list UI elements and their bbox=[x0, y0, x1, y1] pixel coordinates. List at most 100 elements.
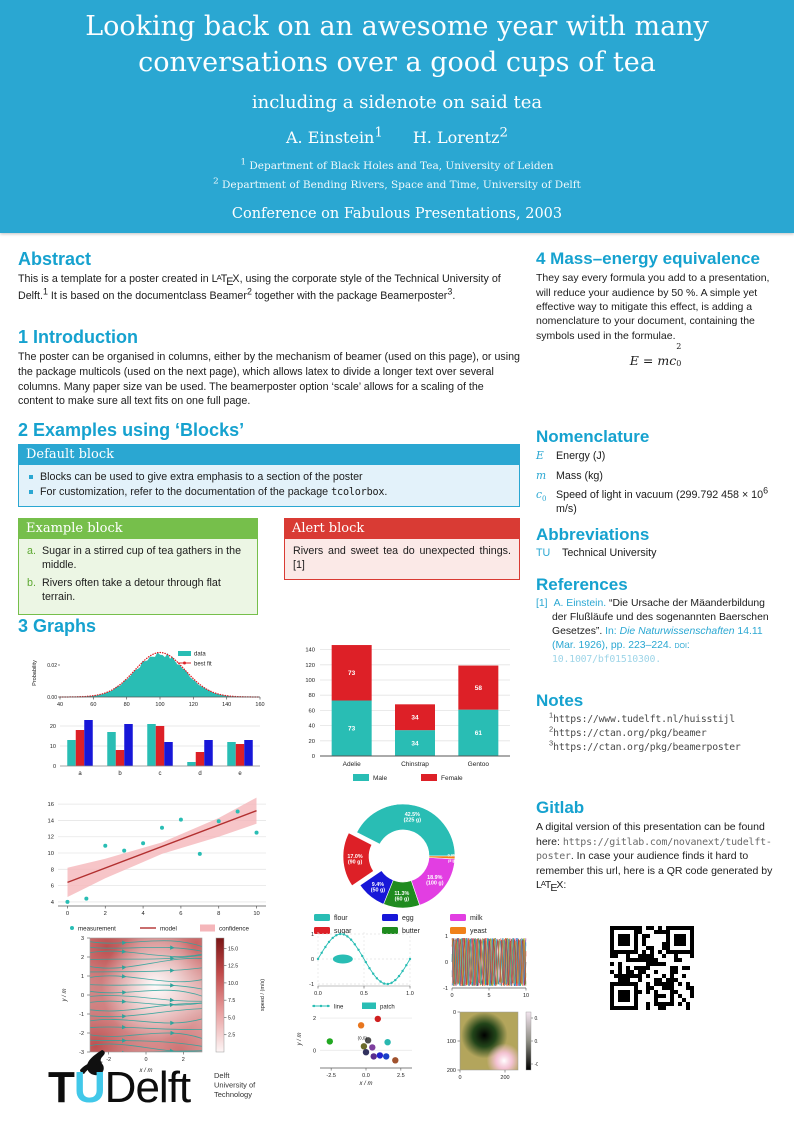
svg-text:(50 g): (50 g) bbox=[371, 888, 386, 894]
footnote-url[interactable]: https://www.tudelft.nl/huisstijl bbox=[553, 714, 735, 726]
footnote-url[interactable]: https://ctan.org/pkg/beamer bbox=[553, 728, 707, 740]
svg-text:0: 0 bbox=[445, 960, 448, 966]
nomenclature-row: m Mass (kg) bbox=[536, 468, 603, 482]
svg-text:58: 58 bbox=[475, 685, 483, 692]
svg-text:60: 60 bbox=[309, 708, 315, 714]
conference-line: Conference on Fabulous Presentations, 20… bbox=[231, 206, 563, 222]
svg-text:Delft: Delft bbox=[214, 1071, 230, 1080]
sine-patch-chart: 0.0 0.5 1.0 1 0 -1 line patch bbox=[309, 932, 414, 1010]
svg-text:5.0: 5.0 bbox=[228, 1015, 235, 1021]
bullet-icon bbox=[29, 475, 33, 480]
svg-text:sugar: sugar bbox=[334, 928, 352, 935]
donut-chart: 42.5%(225 g) 17.0%(90 g) 9.4%(50 g) 11.3%(6… bbox=[314, 803, 487, 935]
link[interactable]: https://gitlab.com/novanext/tudelft-post… bbox=[536, 836, 772, 863]
svg-text:140: 140 bbox=[222, 702, 231, 708]
footnote: 3https://ctan.org/pkg/beamerposter bbox=[549, 738, 741, 753]
section-abbreviations: Abbreviations TU Technical University bbox=[536, 525, 778, 560]
nomenclature-row: E Energy (J) bbox=[536, 449, 606, 463]
svg-text:d: d bbox=[198, 771, 201, 777]
svg-text:speed / (m/s): speed / (m/s) bbox=[260, 979, 266, 1011]
author-affil-mark: 1 bbox=[374, 125, 383, 141]
title-line-1: Looking back on an awesome year with man… bbox=[85, 11, 709, 42]
svg-text:1: 1 bbox=[311, 932, 314, 938]
svg-text:120: 120 bbox=[189, 702, 198, 708]
svg-text:10.0: 10.0 bbox=[228, 981, 238, 987]
svg-text:0.1: 0.1 bbox=[535, 1016, 539, 1022]
svg-text:Female: Female bbox=[441, 775, 463, 782]
author-affil-mark: 2 bbox=[499, 125, 508, 141]
svg-text:0: 0 bbox=[311, 957, 314, 963]
svg-text:12.5: 12.5 bbox=[228, 964, 238, 970]
svg-text:-1: -1 bbox=[79, 1012, 84, 1018]
svg-text:0: 0 bbox=[313, 1048, 316, 1054]
list-item: a. Sugar in a stirred cup of tea gathers… bbox=[27, 545, 242, 572]
footnote-url[interactable]: https://ctan.org/pkg/beamerposter bbox=[553, 741, 741, 753]
svg-text:0: 0 bbox=[450, 993, 453, 999]
svg-text:15.0: 15.0 bbox=[228, 946, 238, 952]
svg-text:60: 60 bbox=[90, 702, 96, 708]
svg-text:73: 73 bbox=[348, 726, 356, 733]
section-notes: Notes 1https://www.tudelft.nl/huisstijl … bbox=[536, 691, 778, 754]
svg-text:34: 34 bbox=[411, 715, 419, 722]
section-heading: Abbreviations bbox=[536, 525, 650, 544]
section-heading: 1 Introduction bbox=[18, 327, 138, 347]
svg-text:0.9%: 0.9% bbox=[448, 853, 457, 857]
section-heading: Abstract bbox=[18, 249, 92, 269]
svg-text:0: 0 bbox=[66, 911, 69, 917]
svg-text:2: 2 bbox=[81, 955, 84, 961]
histogram-best-fit-chart: 0.00 0.02 40 60 80 100 120 140 160 Probability dat… bbox=[32, 651, 265, 708]
svg-text:butter: butter bbox=[402, 928, 421, 935]
svg-text:200: 200 bbox=[500, 1075, 509, 1081]
svg-text:40: 40 bbox=[57, 702, 63, 708]
svg-text:140: 140 bbox=[305, 648, 315, 654]
qr-code bbox=[610, 926, 694, 1010]
svg-text:2.5: 2.5 bbox=[228, 1033, 235, 1039]
svg-text:14: 14 bbox=[48, 818, 55, 824]
nomenclature-row: c0 Speed of light in vacuum (299.792 458… bbox=[536, 485, 769, 516]
svg-text:6: 6 bbox=[179, 911, 182, 917]
author-name: H. Lorentz bbox=[412, 128, 500, 147]
svg-text:200: 200 bbox=[447, 1068, 456, 1074]
svg-text:(0,0): (0,0) bbox=[358, 1036, 368, 1041]
svg-text:1: 1 bbox=[81, 974, 84, 980]
svg-text:2: 2 bbox=[313, 1016, 316, 1022]
svg-text:0.0: 0.0 bbox=[535, 1039, 539, 1045]
poster-title: Looking back on an awesome year with man… bbox=[0, 9, 794, 81]
svg-text:10: 10 bbox=[523, 993, 529, 999]
section-heading: Gitlab bbox=[536, 798, 585, 817]
title-line-2: conversations over a good cups of tea bbox=[138, 47, 656, 78]
svg-text:73: 73 bbox=[348, 670, 356, 677]
svg-text:y / m: y / m bbox=[62, 988, 68, 1002]
link[interactable]: 10.1007/bf01510300. bbox=[552, 654, 661, 666]
svg-text:a: a bbox=[78, 771, 82, 777]
svg-text:5: 5 bbox=[487, 993, 490, 999]
bullet-item: For customization, refer to the document… bbox=[27, 485, 511, 500]
svg-text:y / m: y / m bbox=[297, 1032, 303, 1046]
svg-text:-2: -2 bbox=[106, 1057, 111, 1063]
svg-text:34: 34 bbox=[411, 740, 419, 747]
abbreviation-row: TU Technical University bbox=[536, 547, 657, 560]
svg-text:Gentoo: Gentoo bbox=[468, 761, 490, 768]
affiliation-line: 1 Department of Black Holes and Tea, Uni… bbox=[240, 157, 554, 172]
svg-text:line: line bbox=[334, 1004, 344, 1010]
example-block: Example block a. Sugar in a stirred cup … bbox=[18, 518, 258, 615]
svg-text:x / m: x / m bbox=[139, 1068, 153, 1074]
svg-text:40: 40 bbox=[309, 724, 315, 730]
svg-text:1: 1 bbox=[445, 934, 448, 940]
svg-text:model: model bbox=[160, 925, 177, 932]
svg-text:7.5: 7.5 bbox=[228, 998, 235, 1004]
tudelft-logo: TUDelft Delft University of Technology bbox=[48, 1050, 256, 1108]
section-heading: 2 Examples using ‘Blocks’ bbox=[18, 420, 245, 440]
authors-line: A. Einstein1 H. Lorentz2 bbox=[0, 125, 794, 147]
section-references: References [1] A. Einstein. “Die Ursache … bbox=[536, 575, 778, 667]
svg-text:(100 g): (100 g) bbox=[426, 881, 444, 887]
alert-block: Alert block Rivers and sweet tea do unex… bbox=[283, 518, 520, 580]
svg-text:12: 12 bbox=[48, 835, 54, 841]
svg-text:egg: egg bbox=[402, 915, 414, 922]
svg-text:c: c bbox=[159, 771, 162, 777]
section-heading: 3 Graphs bbox=[18, 616, 97, 636]
affiliation-line: 2 Department of Bending Rivers, Space an… bbox=[213, 176, 581, 191]
footnote: 1https://www.tudelft.nl/huisstijl bbox=[549, 710, 735, 726]
svg-text:8: 8 bbox=[51, 867, 54, 873]
